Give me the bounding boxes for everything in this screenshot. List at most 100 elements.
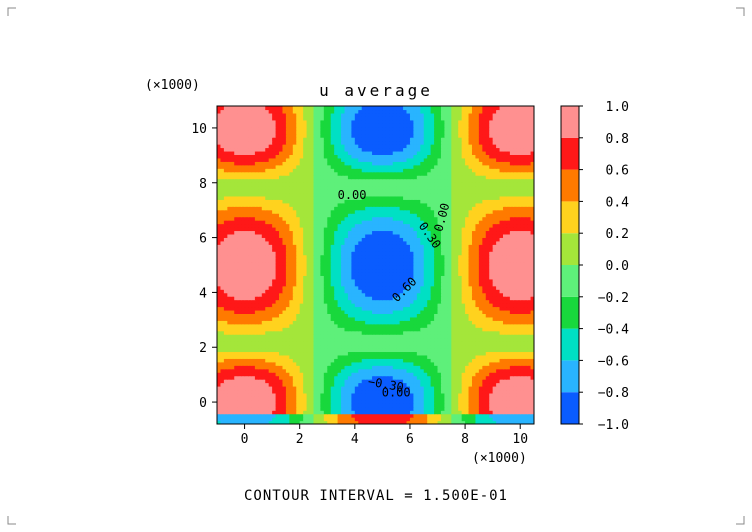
- field-cell: [365, 365, 370, 370]
- field-cell: [285, 347, 290, 353]
- field-cell: [489, 341, 494, 346]
- field-cell: [217, 247, 222, 252]
- field-cell: [496, 316, 501, 321]
- field-cell: [430, 251, 435, 256]
- field-cell: [220, 399, 225, 404]
- field-cell: [372, 399, 377, 404]
- field-cell: [285, 247, 290, 252]
- field-cell: [413, 254, 418, 259]
- field-cell: [285, 368, 290, 373]
- field-cell: [296, 344, 301, 349]
- field-cell: [347, 278, 352, 283]
- field-cell: [334, 316, 339, 321]
- field-cell: [434, 413, 439, 418]
- field-cell: [237, 406, 242, 411]
- field-cell: [475, 354, 480, 359]
- field-cell: [265, 271, 270, 276]
- field-cell: [217, 316, 222, 321]
- field-cell: [310, 313, 315, 318]
- field-cell: [461, 330, 466, 335]
- field-cell: [389, 389, 394, 394]
- field-cell: [327, 347, 332, 353]
- field-cell: [330, 406, 335, 411]
- field-cell: [496, 396, 501, 401]
- field-cell: [306, 347, 311, 353]
- field-cell: [358, 379, 363, 384]
- field-cell: [378, 392, 383, 397]
- field-cell: [485, 316, 490, 321]
- field-cell: [509, 296, 514, 301]
- field-cell: [496, 403, 501, 408]
- field-cell: [310, 282, 315, 287]
- field-cell: [413, 347, 418, 353]
- field-cell: [306, 244, 311, 249]
- field-cell: [341, 244, 346, 249]
- field-cell: [299, 337, 304, 342]
- field-cell: [406, 372, 411, 377]
- field-cell: [361, 240, 366, 245]
- field-cell: [471, 244, 477, 249]
- field-cell: [258, 282, 263, 287]
- field-cell: [234, 347, 239, 353]
- field-cell: [347, 365, 352, 370]
- field-cell: [513, 247, 518, 252]
- field-cell: [434, 285, 439, 290]
- field-cell: [458, 361, 463, 366]
- field-cell: [316, 258, 321, 263]
- field-cell: [344, 347, 349, 353]
- field-cell: [351, 392, 356, 397]
- field-cell: [258, 278, 263, 283]
- field-cell: [454, 323, 459, 328]
- field-cell: [496, 309, 501, 314]
- field-cell: [217, 296, 222, 301]
- field-cell: [406, 240, 411, 245]
- field-cell: [509, 261, 514, 266]
- field-cell: [341, 282, 346, 287]
- field-cell: [265, 413, 270, 418]
- field-cell: [330, 309, 335, 314]
- field-cell: [458, 344, 463, 349]
- field-cell: [323, 351, 328, 356]
- field-cell: [334, 244, 339, 249]
- field-cell: [310, 237, 315, 242]
- field-cell: [354, 289, 359, 294]
- field-cell: [389, 406, 394, 411]
- field-cell: [361, 420, 366, 424]
- field-cell: [492, 382, 497, 387]
- field-cell: [523, 268, 528, 273]
- field-cell: [316, 289, 321, 294]
- field-cell: [530, 420, 534, 424]
- field-cell: [440, 392, 446, 397]
- field-cell: [513, 403, 518, 408]
- field-cell: [248, 258, 253, 263]
- field-cell: [234, 341, 239, 346]
- field-cell: [392, 372, 397, 377]
- field-cell: [385, 385, 390, 391]
- field-cell: [465, 361, 470, 366]
- field-cell: [389, 237, 394, 242]
- field-cell: [337, 347, 342, 353]
- field-cell: [444, 282, 449, 287]
- field-cell: [351, 379, 356, 384]
- field-cell: [223, 351, 228, 356]
- field-cell: [382, 309, 387, 314]
- field-cell: [492, 417, 497, 422]
- field-cell: [323, 261, 328, 266]
- field-cell: [430, 275, 435, 280]
- field-cell: [496, 337, 501, 342]
- contour-field: [217, 106, 534, 424]
- field-cell: [468, 413, 473, 418]
- field-cell: [299, 410, 304, 415]
- field-cell: [447, 278, 452, 283]
- field-cell: [354, 244, 359, 249]
- field-cell: [502, 385, 508, 391]
- field-cell: [458, 417, 463, 422]
- field-cell: [254, 271, 259, 276]
- field-cell: [375, 417, 380, 422]
- field-cell: [275, 330, 280, 335]
- field-cell: [489, 379, 494, 384]
- field-cell: [430, 268, 435, 273]
- field-cell: [223, 254, 228, 259]
- field-cell: [330, 292, 335, 297]
- field-cell: [265, 313, 270, 318]
